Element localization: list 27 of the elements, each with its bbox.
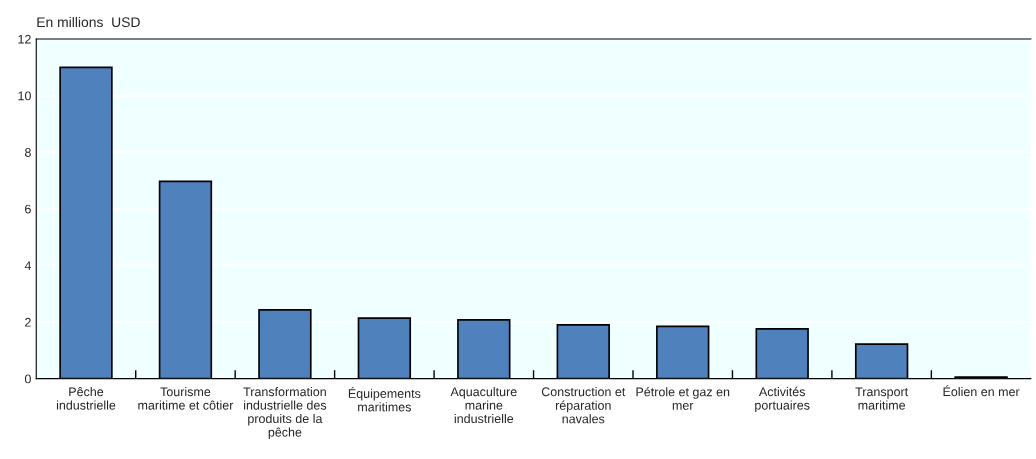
bar: [258, 309, 312, 379]
bar: [158, 180, 213, 379]
bar: [457, 318, 511, 379]
x-tick-label: Transport maritime: [855, 387, 909, 410]
bar: [755, 328, 809, 379]
bar: [556, 324, 610, 379]
y-tick-label: 6: [25, 204, 31, 214]
bar: [59, 66, 113, 379]
x-tick-label: Pêche industrielle: [56, 386, 116, 410]
bar: [357, 317, 412, 379]
bar: [854, 343, 909, 379]
y-axis-title: En millions USD: [37, 16, 140, 28]
y-tick-label: 12: [18, 34, 31, 44]
y-tick-label: 0: [24, 374, 31, 384]
bar: [656, 325, 710, 379]
x-tick-label: Aquaculture marine industrielle: [450, 387, 517, 424]
x-tick-label: Tourisme maritime et côtier: [138, 387, 234, 410]
y-tick-label: 10: [18, 91, 31, 101]
x-tick-label: Construction et réparation navales: [541, 387, 626, 424]
x-tick-label: Éolien en mer: [943, 385, 1020, 397]
x-tick-label: Pétrole et gaz en mer: [636, 387, 730, 410]
x-tick-label: Équipements maritimes: [348, 387, 421, 412]
y-tick-label: 8: [24, 148, 31, 157]
y-tick-label: 2: [25, 317, 31, 327]
x-tick-label: Activités portuaires: [755, 386, 810, 413]
x-tick-label: Transformation industrielle des produits de la pêche: [243, 387, 327, 440]
y-tick-label: 4: [24, 261, 32, 270]
